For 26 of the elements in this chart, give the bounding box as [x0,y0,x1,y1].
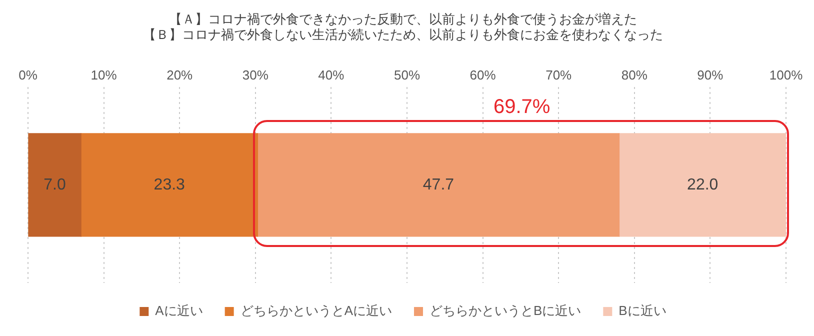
data-label: 23.3 [154,176,186,194]
legend-label: どちらかというとAに近い [240,303,392,318]
x-tick-label: 80% [621,68,648,83]
x-tick-label: 100% [769,68,804,83]
legend-label: Bに近い [618,303,666,318]
text: 【Ａ】コロナ禍で外食できなかった反動で、以前よりも外食で使うお金が増えた [169,11,637,26]
legend-label: Aに近い [155,303,203,318]
bar [28,133,82,237]
x-tick-label: 40% [318,68,345,83]
x-tick-label: 60% [470,68,496,83]
x-tick-label: 0% [18,68,38,83]
x-tick-label: 30% [242,68,269,83]
bar [80,133,258,237]
bar [618,133,786,237]
data-label: 47.7 [422,176,454,194]
bar [257,133,620,237]
text: 【Ｂ】コロナ禍で外食しない生活が続いたため、以前よりも外食にお金を使わなくなった [143,26,663,42]
annotation: 69.7% [493,96,550,118]
x-tick-label: 90% [697,68,724,83]
x-tick-label: 50% [394,68,420,83]
data-label: 7.0 [44,176,66,194]
legend-label: どちらかというとBに近い [430,303,582,318]
x-tick-label: 10% [90,68,118,83]
x-tick-label: 20% [166,68,194,83]
x-tick-label: 70% [546,68,572,83]
data-label: 22.0 [687,176,718,194]
